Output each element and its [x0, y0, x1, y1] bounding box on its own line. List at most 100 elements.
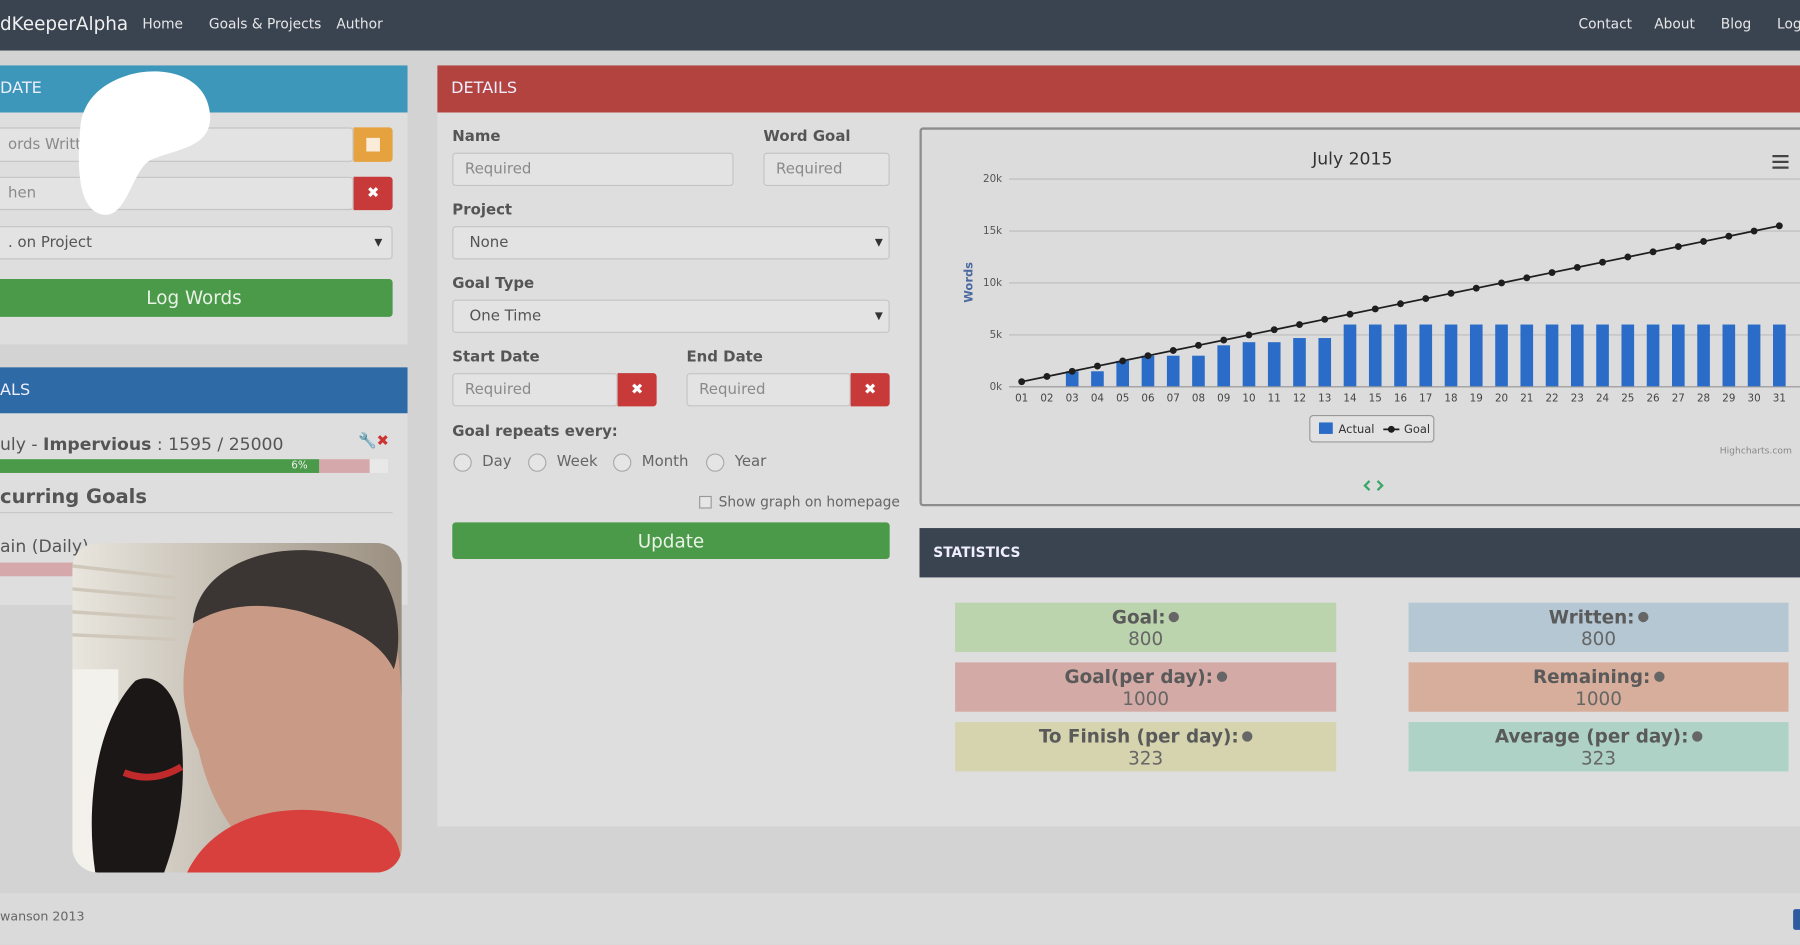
goal-point	[1498, 279, 1505, 287]
update-button[interactable]: Update	[452, 522, 890, 560]
radio[interactable]	[705, 453, 725, 472]
x-tick-label: 11	[1268, 392, 1281, 404]
x-tick-label: 05	[1116, 392, 1129, 404]
goal-point	[1700, 237, 1708, 245]
edit-icon[interactable]: 🔧	[358, 432, 377, 451]
legend-swatch	[1387, 425, 1395, 433]
stat-label: Remaining:	[1532, 665, 1651, 688]
bar	[1570, 324, 1584, 387]
y-tick-label: 5k	[990, 329, 1003, 341]
goal-point	[1346, 310, 1354, 318]
bar	[1773, 324, 1786, 387]
field-label: Goal Type	[452, 275, 535, 293]
radio[interactable]	[528, 453, 547, 472]
stat-value: 1000	[1575, 687, 1622, 709]
bar	[1646, 324, 1660, 387]
y-tick-label: 15k	[983, 225, 1002, 237]
x-tick-label: 31	[1773, 392, 1786, 404]
name-input[interactable]: Required	[452, 152, 734, 186]
start-date-input[interactable]: Required	[452, 373, 618, 407]
bar	[1116, 360, 1130, 387]
stat-box: Remaining: 1000	[1408, 662, 1789, 712]
x-tick-label: 26	[1646, 392, 1659, 404]
bar	[1419, 324, 1433, 387]
x-tick-label: 10	[1242, 392, 1255, 404]
stat-value: 323	[1128, 746, 1164, 769]
x-tick-label: 09	[1217, 392, 1230, 404]
nav-link[interactable]: Log	[1777, 16, 1800, 33]
bar	[1747, 324, 1761, 387]
chart-title: July 2015	[1311, 150, 1392, 170]
brand[interactable]: dKeeperAlpha	[0, 12, 129, 35]
bar	[1141, 355, 1155, 387]
stat-value: 323	[1580, 746, 1617, 769]
caret: ▼	[374, 237, 383, 249]
nav-link[interactable]: Author	[336, 16, 383, 33]
goal-point	[1371, 305, 1379, 313]
x-tick-label: 27	[1672, 392, 1685, 404]
y-axis-label: Words	[961, 262, 975, 303]
legend-swatch	[1319, 422, 1333, 434]
radio[interactable]	[613, 453, 632, 472]
goal-type-select[interactable]: One Time ▼	[452, 299, 890, 333]
goal-point	[1068, 367, 1076, 375]
project-select[interactable]: . on Project ▼	[0, 226, 393, 260]
nav-link[interactable]: Blog	[1720, 16, 1752, 33]
clear-button[interactable]: ✖	[850, 373, 890, 407]
bar	[1596, 324, 1609, 387]
profile-photo	[72, 542, 402, 873]
menu-icon[interactable]	[1772, 154, 1789, 169]
panel-header: ALS	[0, 367, 408, 414]
radio[interactable]	[453, 453, 472, 472]
nav-link[interactable]: Contact	[1578, 16, 1633, 33]
nav-link[interactable]: About	[1654, 16, 1695, 33]
checkbox[interactable]	[699, 495, 712, 509]
goal-point	[1674, 243, 1682, 251]
bar	[1242, 342, 1256, 387]
goal-point	[1397, 300, 1404, 308]
x-tick-label: 01	[1015, 392, 1028, 404]
goal-point	[1296, 321, 1303, 328]
stat-box: To Finish (per day): 323	[955, 722, 1337, 772]
stat-label: Goal:	[1111, 605, 1166, 628]
goal-point	[1422, 295, 1430, 302]
stat-label: Written:	[1548, 605, 1635, 628]
x-tick-label: 25	[1621, 392, 1634, 404]
widget-tab[interactable]	[1793, 909, 1800, 930]
goal-point	[1169, 347, 1177, 354]
x-tick-label: 24	[1596, 392, 1609, 404]
delete-icon[interactable]: ✖	[376, 432, 390, 451]
goal-point	[1447, 289, 1455, 297]
stat-label: Average (per day):	[1494, 724, 1689, 747]
y-tick-label: 10k	[983, 277, 1002, 289]
recurring-title: curring Goals	[0, 485, 147, 509]
field-label: Word Goal	[763, 128, 851, 146]
clear-button[interactable]: ✖	[617, 373, 657, 407]
stat-value: 800	[1580, 627, 1617, 650]
project-select[interactable]: None ▼	[452, 226, 890, 260]
goal-point	[1321, 315, 1329, 323]
nav-link[interactable]: Goals & Projects	[208, 16, 322, 33]
when-input[interactable]: hen	[0, 176, 354, 211]
embed-icon[interactable]	[1363, 480, 1384, 491]
panel-header: DETAILS	[437, 65, 1800, 113]
caret: ▼	[874, 237, 883, 249]
calc-button[interactable]	[353, 127, 393, 162]
clear-button[interactable]: ✖	[353, 176, 393, 211]
word-goal-input[interactable]: Required	[763, 152, 890, 186]
radio-label: Day	[482, 453, 512, 471]
end-date-input[interactable]: Required	[686, 373, 851, 407]
stat-box: Written: 800	[1408, 602, 1789, 653]
log-words-button[interactable]: Log Words	[0, 278, 393, 317]
chart-frame: July 2015 Words Highcharts.com 0k 5k 10k 15…	[919, 127, 1800, 507]
nav-link[interactable]: Home	[142, 16, 184, 33]
bar	[1267, 342, 1281, 387]
radio-label: Year	[734, 453, 767, 471]
caret: ▼	[874, 310, 883, 323]
x-tick-label: 20	[1495, 392, 1508, 404]
goal-point	[1018, 378, 1026, 386]
goal-prefix: uly -	[0, 433, 44, 455]
goal-point	[1725, 232, 1733, 240]
stat-box: Goal: 800	[955, 602, 1337, 653]
x-tick-label: 07	[1167, 392, 1180, 404]
